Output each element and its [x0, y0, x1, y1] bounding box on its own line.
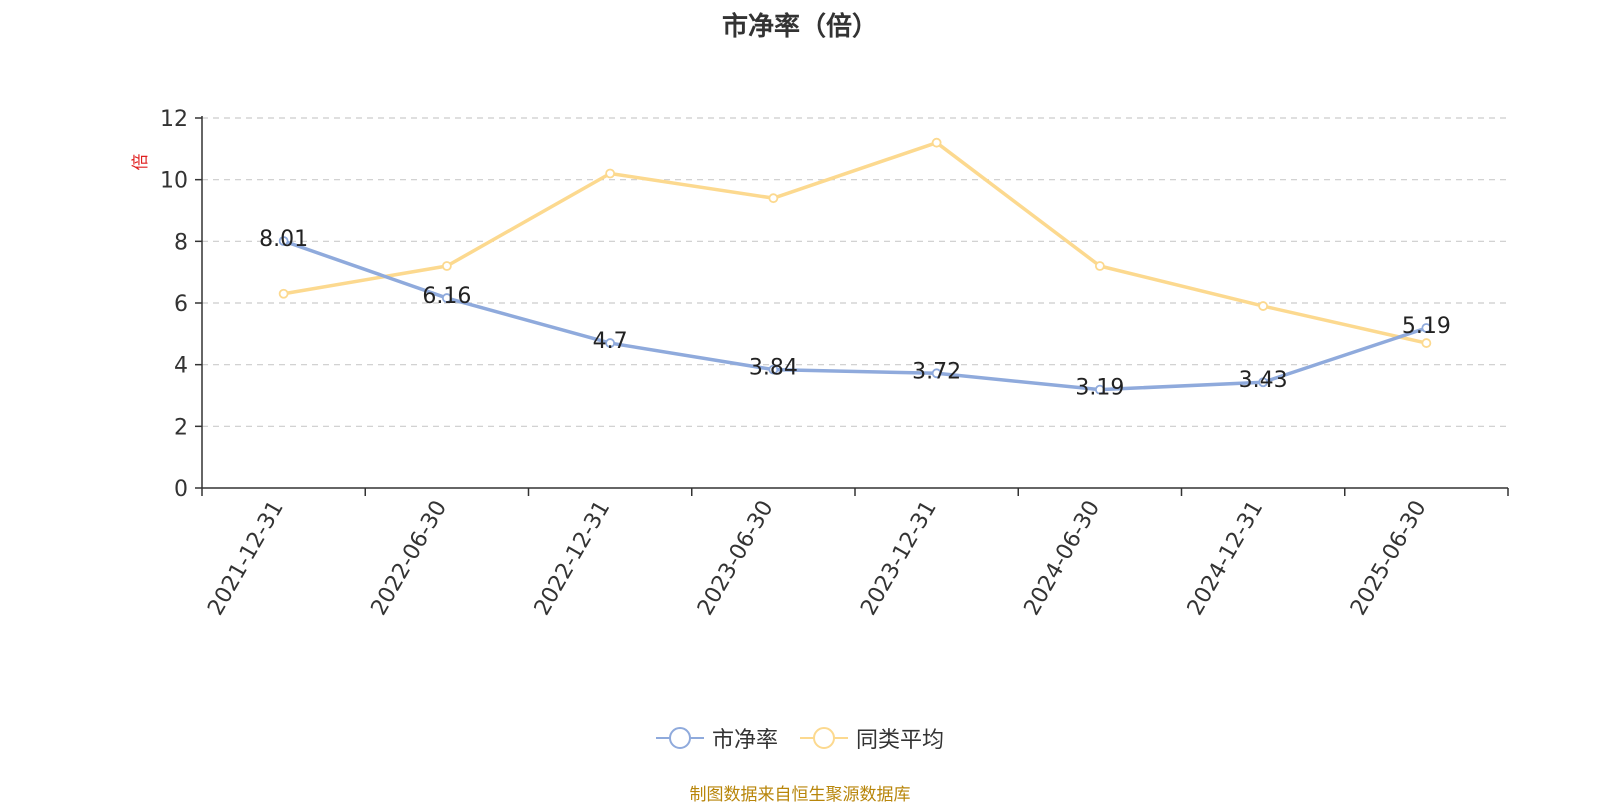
- series-line: [283, 239, 1427, 392]
- data-point: [1258, 377, 1269, 388]
- data-point: [1094, 261, 1105, 271]
- data-point: [441, 261, 452, 271]
- y-tick-label: 6: [174, 292, 188, 317]
- data-label: 3.72: [912, 359, 961, 384]
- data-labels: 8.01 6.16 4.7 3.84 3.72 3.19 3.43 5.19: [259, 227, 1451, 401]
- y-tick-label: 0: [174, 477, 188, 502]
- data-label: 6.16: [422, 284, 471, 309]
- data-point: [1421, 323, 1432, 333]
- data-point: [605, 168, 616, 179]
- data-point: [441, 293, 452, 303]
- series-lines: [278, 137, 1432, 395]
- x-tick-label: 2023-06-30: [693, 497, 779, 620]
- grid-lines: [202, 117, 1508, 427]
- y-tick-label: 10: [160, 169, 188, 194]
- data-label: 3.19: [1075, 376, 1124, 401]
- chart-title: 市净率（倍）: [721, 12, 878, 42]
- legend-line-circle-icon: [800, 727, 848, 749]
- x-tick-label: 2024-06-30: [1019, 497, 1105, 620]
- data-label: 3.43: [1239, 368, 1288, 393]
- y-axis-unit-label: 倍: [131, 154, 151, 171]
- data-point: [1094, 384, 1105, 395]
- data-point: [931, 137, 942, 148]
- y-tick-label: 4: [174, 354, 188, 379]
- legend: 市净率 同类平均: [0, 722, 1600, 754]
- legend-item-peer-avg[interactable]: 同类平均: [800, 722, 944, 754]
- data-point: [278, 236, 289, 246]
- legend-item-pb[interactable]: 市净率: [655, 722, 778, 754]
- source-note: 制图数据来自恒生聚源数据库: [689, 785, 911, 805]
- series-line: [283, 140, 1427, 345]
- data-point: [1421, 338, 1432, 348]
- axes: 0 2 4 6 8 10 12 2021-12-31 2022-06-30 2022-12-31 2…: [160, 107, 1509, 620]
- x-tick-label: 2024-12-31: [1183, 497, 1269, 620]
- x-tick-label: 2023-12-31: [856, 497, 942, 620]
- data-point: [768, 193, 779, 204]
- data-point: [768, 364, 779, 375]
- data-label: 5.19: [1402, 314, 1451, 339]
- x-tick-label: 2021-12-31: [203, 497, 289, 620]
- y-tick-label: 2: [174, 415, 188, 440]
- data-label: 4.7: [593, 329, 628, 354]
- x-tick-label: 2022-12-31: [530, 497, 616, 620]
- data-label: 3.84: [749, 356, 798, 381]
- y-tick-label: 8: [174, 230, 188, 255]
- data-point: [1258, 301, 1269, 311]
- data-point: [605, 338, 616, 348]
- y-tick-label: 12: [160, 107, 188, 132]
- legend-label-pb: 市净率: [711, 728, 778, 753]
- data-label: 8.01: [259, 227, 308, 252]
- data-point: [278, 288, 289, 299]
- legend-line-circle-icon: [655, 727, 704, 749]
- x-tick-label: 2022-06-30: [366, 497, 452, 620]
- x-tick-label: 2025-06-30: [1346, 497, 1432, 620]
- data-point: [931, 368, 942, 379]
- legend-label-peer-avg: 同类平均: [856, 728, 945, 753]
